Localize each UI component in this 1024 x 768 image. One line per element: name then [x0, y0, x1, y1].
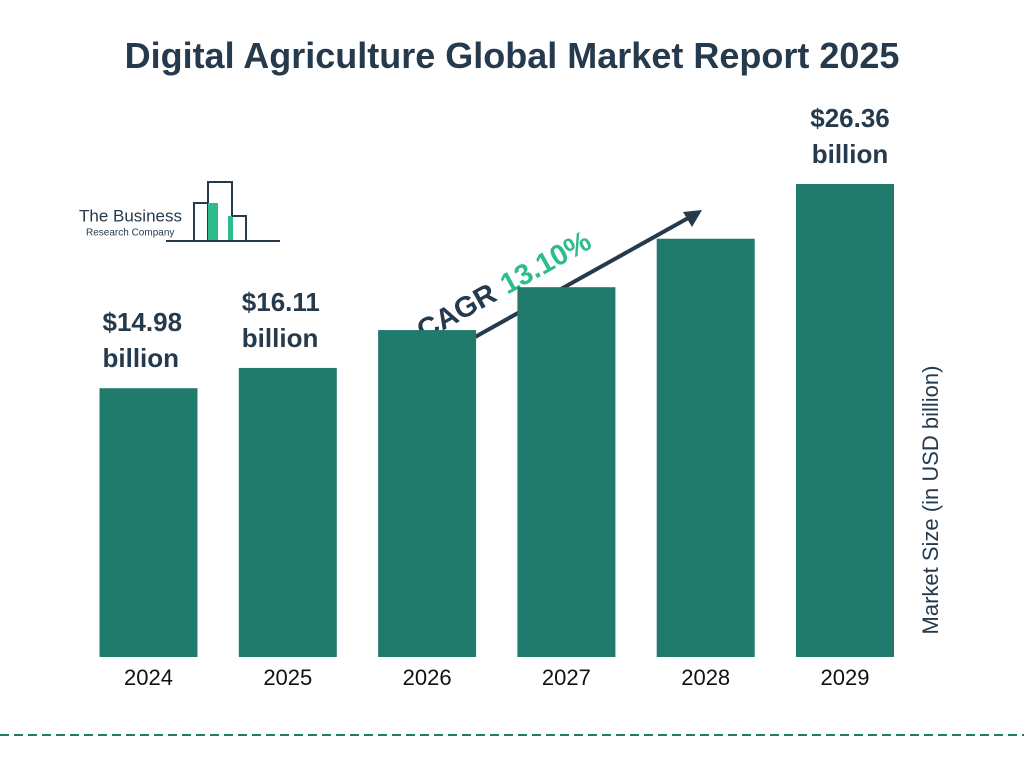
- x-tick-label: 2024: [124, 665, 173, 690]
- x-tick-label: 2029: [821, 665, 870, 690]
- bar: [517, 287, 616, 657]
- logo: The Business Research Company: [79, 181, 280, 242]
- x-tick-label: 2027: [542, 665, 591, 690]
- bar: [656, 238, 755, 657]
- x-tick-label: 2028: [681, 665, 730, 690]
- logo-text: Research Company: [86, 228, 174, 239]
- bar: [238, 367, 337, 657]
- x-tick-label: 2025: [263, 665, 312, 690]
- bar: [99, 388, 198, 657]
- logo-icon: [166, 215, 280, 242]
- value-label: $26.36 billion: [810, 103, 890, 169]
- x-tick-label: 2026: [403, 665, 452, 690]
- cagr-arrow-head: [683, 210, 702, 227]
- chart-title: Digital Agriculture Global Market Report…: [124, 35, 900, 76]
- bar: [378, 330, 477, 657]
- logo-icon: [208, 203, 218, 241]
- logo-icon: [207, 181, 233, 241]
- bar: [796, 184, 894, 657]
- value-label: $14.98 billion: [102, 307, 183, 374]
- logo-text: The Business: [79, 206, 182, 225]
- value-label: $16.11 billion: [241, 286, 320, 353]
- logo-icon: [193, 202, 209, 241]
- logo-icon: [228, 216, 233, 241]
- y-axis-label: Market Size (in USD billion): [918, 366, 943, 635]
